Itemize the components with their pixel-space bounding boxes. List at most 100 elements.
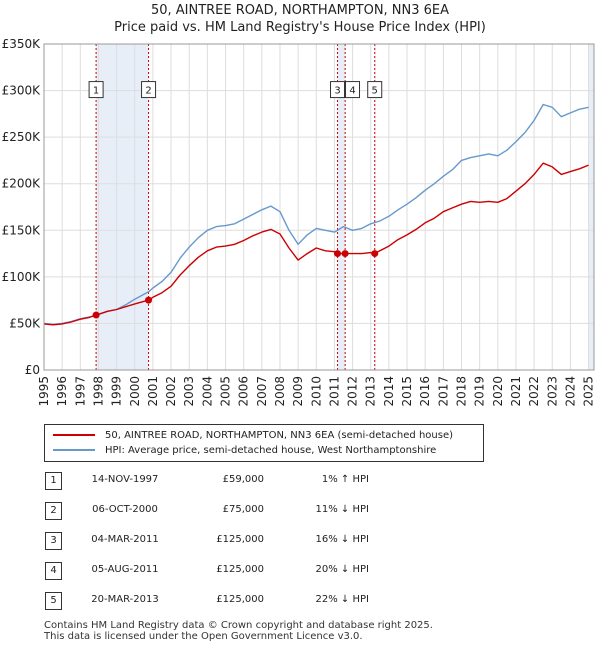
- shaded-range: [588, 44, 594, 370]
- x-tick-label: 2017: [436, 376, 450, 407]
- transaction-row: 1 14-NOV-1997 £59,000 1% ↑ HPI: [44, 472, 584, 502]
- hpi-line: [43, 103, 589, 326]
- shaded-range: [337, 44, 346, 370]
- x-tick-label: 2009: [291, 376, 305, 407]
- x-tick-label: 2006: [237, 376, 251, 407]
- shaded-range: [96, 44, 149, 370]
- transaction-hpi-comparison: 16% ↓ HPI: [315, 534, 369, 545]
- sale-label: 5: [367, 81, 383, 99]
- x-tick-label: 2001: [146, 376, 160, 407]
- sale-point: [334, 250, 342, 258]
- transaction-date: 06-OCT-2000: [92, 504, 158, 515]
- gridlines: [43, 43, 594, 371]
- sale-label-box: [88, 81, 104, 99]
- y-tick-label: £0: [25, 363, 40, 377]
- y-tick-label: £300K: [2, 84, 42, 98]
- y-tick-label: £250K: [2, 130, 42, 144]
- sale-label: 4: [345, 81, 361, 99]
- transaction-hpi-comparison: 22% ↓ HPI: [315, 594, 369, 605]
- sale-label-box: [345, 81, 361, 99]
- y-tick-label: £200K: [2, 177, 42, 191]
- transaction-number: 4: [45, 562, 62, 580]
- y-tick-label: £100K: [2, 270, 42, 284]
- x-tick-label: 2022: [527, 376, 541, 407]
- transaction-price: £59,000: [222, 474, 264, 485]
- x-tick-label: 2008: [273, 376, 287, 407]
- transaction-number: 1: [45, 472, 62, 490]
- y-tick-label: £350K: [2, 37, 42, 51]
- shaded-range: [374, 44, 376, 370]
- x-tick-label: 2012: [346, 376, 360, 407]
- x-tick-label: 2024: [563, 376, 577, 407]
- transaction-row: 5 20-MAR-2013 £125,000 22% ↓ HPI: [44, 592, 584, 622]
- legend-item-hpi: HPI: Average price, semi-detached house,…: [53, 444, 436, 458]
- x-tick-label: 2005: [219, 376, 233, 407]
- x-tick-label: 1995: [37, 376, 51, 407]
- title-line-1: 50, AINTREE ROAD, NORTHAMPTON, NN3 6EA: [150, 3, 450, 18]
- x-tick-label: 2020: [491, 376, 505, 407]
- y-tick-label: £50K: [9, 316, 41, 330]
- x-tick-label: 2003: [182, 376, 196, 407]
- transaction-row: 2 06-OCT-2000 £75,000 11% ↓ HPI: [44, 502, 584, 532]
- sale-label-box: [141, 81, 157, 99]
- footer-attribution: Contains HM Land Registry data © Crown c…: [44, 620, 433, 642]
- x-tick-label: 2010: [309, 376, 323, 407]
- chart-title: 50, AINTREE ROAD, NORTHAMPTON, NN3 6EA P…: [0, 2, 600, 36]
- property-line: [43, 162, 589, 326]
- shaded-ranges: [96, 44, 594, 370]
- transaction-number: 3: [45, 532, 62, 550]
- transaction-hpi-comparison: 20% ↓ HPI: [315, 564, 369, 575]
- x-tick-label: 2025: [582, 376, 596, 407]
- footer-line-2: This data is licensed under the Open Gov…: [44, 631, 363, 642]
- x-tick-label: 1997: [73, 376, 87, 407]
- transaction-price: £125,000: [216, 594, 264, 605]
- transaction-price: £125,000: [216, 564, 264, 575]
- x-tick-label: 1998: [91, 376, 105, 407]
- x-tick-label: 1996: [55, 376, 69, 407]
- footer-line-1: Contains HM Land Registry data © Crown c…: [44, 620, 433, 631]
- legend-swatch-hpi: [53, 449, 95, 451]
- x-tick-label: 2016: [418, 376, 432, 407]
- sale-label-number: 1: [93, 86, 99, 97]
- axes: £0 £50K £100K £150K £200K £250K £300K £350K 1995…: [2, 37, 596, 407]
- transaction-price: £75,000: [222, 504, 264, 515]
- legend-label-property: 50, AINTREE ROAD, NORTHAMPTON, NN3 6EA (…: [105, 430, 453, 441]
- plot-frame: [43, 43, 595, 371]
- legend-label-hpi: HPI: Average price, semi-detached house,…: [105, 445, 437, 456]
- transaction-hpi-comparison: 1% ↑ HPI: [321, 474, 369, 485]
- sale-point: [92, 311, 100, 319]
- x-tick-label: 2014: [382, 376, 396, 407]
- y-tick-label: £150K: [2, 223, 42, 237]
- sale-label-box: [330, 81, 346, 99]
- x-tick-label: 2004: [200, 376, 214, 407]
- x-tick-label: 1999: [110, 376, 124, 407]
- sale-label-number: 4: [349, 86, 355, 97]
- title-line-2: Price paid vs. HM Land Registry's House …: [114, 20, 486, 35]
- transaction-date: 20-MAR-2013: [91, 594, 159, 605]
- x-tick-label: 2013: [364, 376, 378, 407]
- x-tick-label: 2015: [400, 376, 414, 407]
- transactions-table: 1 14-NOV-1997 £59,000 1% ↑ HPI 2 06-OCT-…: [44, 472, 584, 622]
- x-tick-label: 2000: [128, 376, 142, 407]
- x-tick-label: 2002: [164, 376, 178, 407]
- sale-label-box: [367, 81, 383, 99]
- x-tick-label: 2018: [454, 376, 468, 407]
- transaction-price: £125,000: [216, 534, 264, 545]
- x-tick-label: 2019: [473, 376, 487, 407]
- x-tick-label: 2007: [255, 376, 269, 407]
- sale-label: 3: [330, 81, 346, 99]
- sale-point: [341, 250, 349, 258]
- sale-points: [92, 250, 379, 319]
- legend-item-property: 50, AINTREE ROAD, NORTHAMPTON, NN3 6EA (…: [53, 429, 453, 443]
- transaction-row: 3 04-MAR-2011 £125,000 16% ↓ HPI: [44, 532, 584, 562]
- sale-label-number: 3: [334, 86, 340, 97]
- series-lines: [43, 103, 589, 326]
- transaction-number: 5: [45, 592, 62, 610]
- sale-label: 1: [88, 81, 104, 99]
- legend: 50, AINTREE ROAD, NORTHAMPTON, NN3 6EA (…: [44, 424, 484, 462]
- sale-point: [145, 296, 153, 304]
- transaction-date: 14-NOV-1997: [91, 474, 159, 485]
- transaction-date: 04-MAR-2011: [91, 534, 159, 545]
